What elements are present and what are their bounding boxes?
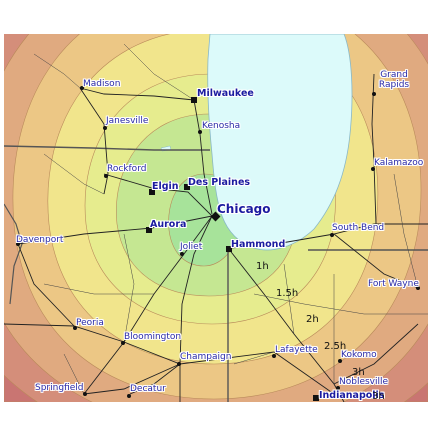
milwaukee-marker[interactable] xyxy=(191,97,197,103)
city-label-madison: Madison xyxy=(83,79,121,89)
city-label-champaign: Champaign xyxy=(180,352,232,362)
highways xyxy=(4,73,428,402)
des-plaines-marker[interactable] xyxy=(184,184,190,190)
elgin-marker[interactable] xyxy=(149,189,155,195)
bloomington-marker[interactable] xyxy=(121,341,125,345)
city-label-fort-wayne: Fort Wayne xyxy=(368,279,419,289)
isochrone-label-2h: 2h xyxy=(306,314,319,325)
city-label-lafayette: Lafayette xyxy=(275,345,318,355)
hammond-marker[interactable] xyxy=(226,246,232,252)
champaign-marker[interactable] xyxy=(177,362,181,366)
city-label-springfield: Springfield xyxy=(35,383,84,393)
isochrone-label-3h: 3h xyxy=(352,367,365,378)
isochrone-label-1h: 1h xyxy=(256,261,269,272)
davenport-marker[interactable] xyxy=(16,242,20,246)
kenosha-marker[interactable] xyxy=(198,130,202,134)
springfield-marker[interactable] xyxy=(83,392,87,396)
isochrone-label-2-5h: 2.5h xyxy=(324,341,347,352)
city-label-davenport: Davenport xyxy=(16,235,64,245)
fort-wayne-marker[interactable] xyxy=(416,286,420,290)
lafayette-marker[interactable] xyxy=(272,354,276,358)
city-label-bloomington: Bloomington xyxy=(124,332,182,342)
city-label-joliet: Joliet xyxy=(180,242,203,252)
city-label-elgin: Elgin xyxy=(152,181,179,192)
city-label-noblesville: Noblesville xyxy=(339,377,389,387)
aurora-marker[interactable] xyxy=(146,227,152,233)
isochrone-label-1-5h: 1.5h xyxy=(276,288,299,299)
state-border-mississippi xyxy=(4,203,23,305)
kokomo-marker[interactable] xyxy=(338,359,342,363)
isochrone-map[interactable]: Madison Milwaukee Grand Rapids Janesvill… xyxy=(4,34,428,402)
indianapolis-marker[interactable] xyxy=(313,395,319,401)
city-label-decatur: Decatur xyxy=(130,384,166,394)
decatur-marker[interactable] xyxy=(127,394,131,398)
city-label-des-plaines: Des Plaines xyxy=(188,177,251,188)
city-label-milwaukee: Milwaukee xyxy=(197,88,254,99)
city-label-grand-rapids: Grand Rapids xyxy=(378,70,410,90)
madison-marker[interactable] xyxy=(80,86,84,90)
kalamazoo-marker[interactable] xyxy=(371,167,375,171)
lake-michigan xyxy=(207,34,353,251)
city-label-peoria: Peoria xyxy=(76,318,104,328)
south-bend-marker[interactable] xyxy=(330,233,334,237)
city-label-kenosha: Kenosha xyxy=(202,121,241,131)
minor-roads xyxy=(33,43,428,395)
rockford-marker[interactable] xyxy=(104,174,108,178)
grand-rapids-marker[interactable] xyxy=(372,92,376,96)
city-label-chicago: Chicago xyxy=(217,202,271,216)
isochrone-label-3h-b: 3h xyxy=(372,391,385,402)
city-label-south-bend: South Bend xyxy=(332,223,385,233)
peoria-marker[interactable] xyxy=(73,326,77,330)
city-label-kalamazoo: Kalamazoo xyxy=(374,158,424,168)
city-label-rockford: Rockford xyxy=(107,164,147,174)
city-label-indianapolis: Indianapolis xyxy=(319,390,385,401)
city-label-janesville: Janesville xyxy=(106,116,149,126)
city-label-kokomo: Kokomo xyxy=(341,350,377,360)
state-border-wi-il xyxy=(4,145,210,151)
noblesville-marker[interactable] xyxy=(336,386,340,390)
city-label-hammond: Hammond xyxy=(231,239,286,250)
city-label-aurora: Aurora xyxy=(150,219,187,230)
janesville-marker[interactable] xyxy=(103,126,107,130)
joliet-marker[interactable] xyxy=(180,252,184,256)
